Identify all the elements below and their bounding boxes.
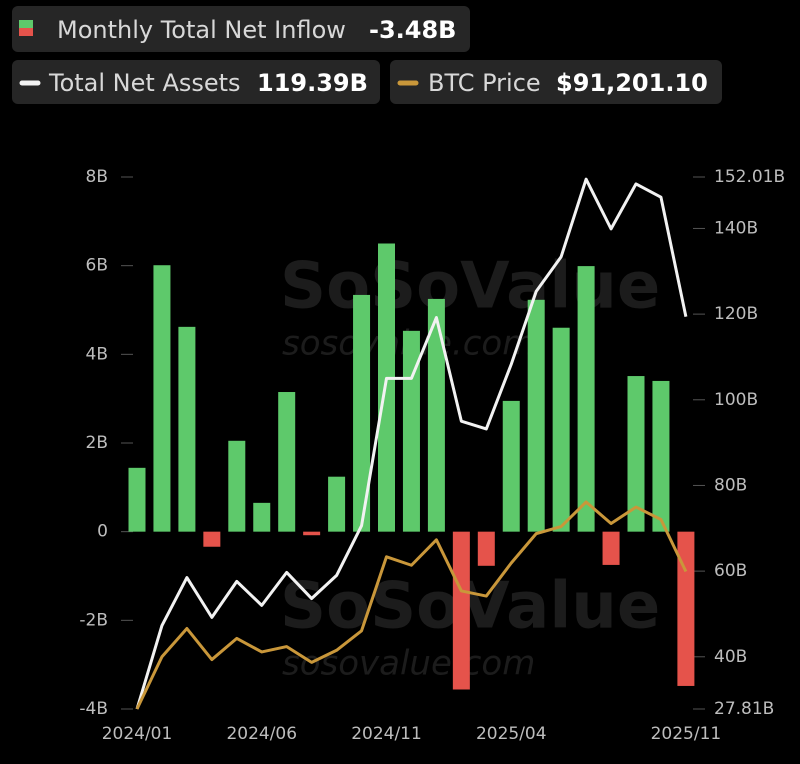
- y2-tick-label: 60B: [714, 561, 747, 581]
- bar: [502, 400, 520, 532]
- bar: [602, 531, 620, 565]
- legend-box: [12, 60, 380, 104]
- watermark: sosovalue.com: [282, 644, 535, 684]
- bar: [402, 330, 420, 532]
- bar: [452, 531, 470, 690]
- x-tick-label: 2024/06: [226, 724, 297, 744]
- legend-value: 119.39B: [257, 69, 368, 97]
- y2-tick-label: 40B: [714, 647, 747, 667]
- bar: [627, 376, 645, 532]
- y-tick-label: 2B: [86, 433, 108, 453]
- y2-tick-label: 27.81B: [714, 699, 774, 719]
- bar: [328, 476, 346, 532]
- legend-swatch: [19, 20, 33, 28]
- legend-label: Monthly Total Net Inflow: [57, 16, 346, 44]
- legend-box: [12, 6, 470, 52]
- bar: [203, 531, 221, 547]
- legend-label: Total Net Assets: [48, 69, 241, 97]
- y-tick-label: -4B: [79, 699, 108, 719]
- y-tick-label: 4B: [86, 344, 108, 364]
- x-tick-label: 2025/11: [651, 724, 722, 744]
- bar: [228, 440, 246, 532]
- bar: [303, 531, 321, 536]
- bar: [378, 243, 395, 532]
- legend-swatch: [19, 28, 33, 36]
- bar: [353, 294, 371, 532]
- y-tick-label: -2B: [79, 610, 108, 630]
- bar: [278, 392, 296, 532]
- bar: [128, 467, 146, 532]
- y2-tick-label: 80B: [714, 475, 747, 495]
- legend-box: [390, 60, 722, 104]
- bar: [153, 265, 171, 532]
- y-tick-label: 0: [97, 522, 108, 542]
- bar: [677, 531, 695, 686]
- y2-tick-label: 120B: [714, 304, 758, 324]
- legend-value: $91,201.10: [556, 69, 708, 97]
- bar: [577, 266, 595, 532]
- bar: [427, 298, 445, 532]
- x-tick-label: 2024/11: [351, 724, 422, 744]
- bar: [527, 299, 545, 532]
- y-tick-label: 6B: [86, 256, 108, 276]
- line: [135, 177, 688, 710]
- y2-tick-label: 140B: [714, 218, 758, 238]
- bar: [552, 327, 570, 532]
- y2-tick-label: 152.01B: [714, 167, 785, 187]
- y-tick-label: 8B: [86, 167, 108, 187]
- bar: [477, 531, 495, 566]
- x-tick-label: 2025/04: [476, 724, 547, 744]
- watermark: SoSoValue: [280, 250, 660, 324]
- bar: [253, 502, 271, 532]
- line: [135, 500, 688, 710]
- watermark: SoSoValue: [280, 570, 660, 644]
- bar: [652, 380, 670, 532]
- legend-label: BTC Price: [428, 69, 541, 97]
- bar: [178, 326, 196, 532]
- y2-tick-label: 100B: [714, 390, 758, 410]
- x-tick-label: 2024/01: [102, 724, 173, 744]
- legend-value: -3.48B: [369, 16, 456, 44]
